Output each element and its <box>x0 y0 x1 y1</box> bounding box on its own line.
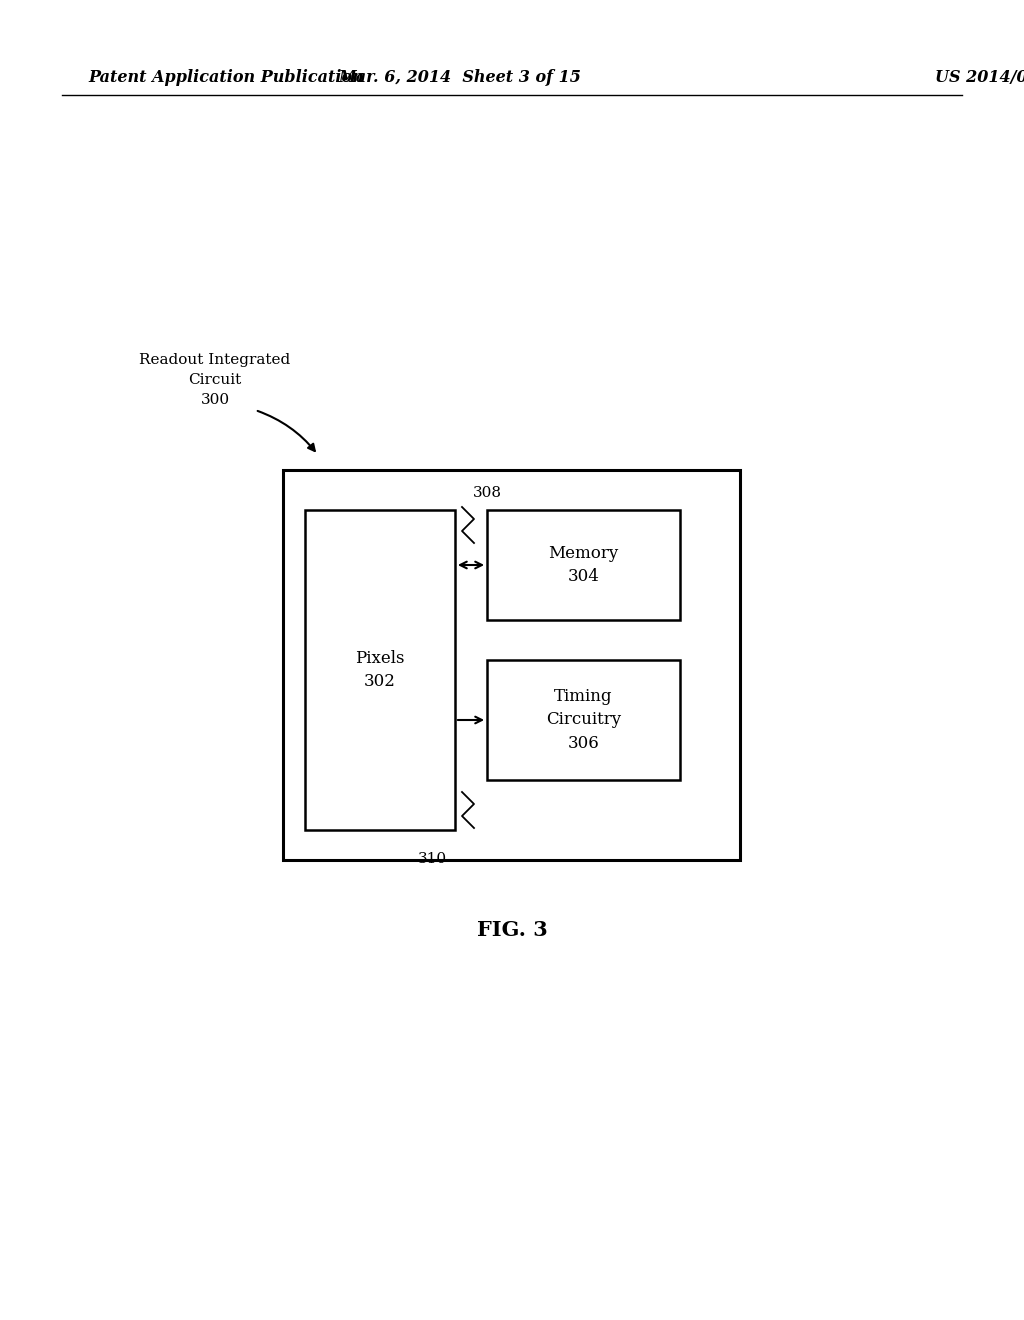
Text: US 2014/0061472 A1: US 2014/0061472 A1 <box>935 70 1024 87</box>
Text: Patent Application Publication: Patent Application Publication <box>88 70 364 87</box>
Text: 308: 308 <box>473 486 502 500</box>
Text: 310: 310 <box>418 851 447 866</box>
Text: Readout Integrated: Readout Integrated <box>139 352 291 367</box>
Text: Mar. 6, 2014  Sheet 3 of 15: Mar. 6, 2014 Sheet 3 of 15 <box>339 70 582 87</box>
Text: Memory
304: Memory 304 <box>549 545 618 585</box>
Text: FIG. 3: FIG. 3 <box>476 920 548 940</box>
Text: Timing
Circuitry
306: Timing Circuitry 306 <box>546 688 622 752</box>
Text: 300: 300 <box>201 393 229 407</box>
Bar <box>283 470 740 861</box>
Text: Pixels
302: Pixels 302 <box>355 649 404 690</box>
Bar <box>487 660 680 780</box>
Text: Circuit: Circuit <box>188 374 242 387</box>
Bar <box>487 510 680 620</box>
Bar <box>305 510 455 830</box>
